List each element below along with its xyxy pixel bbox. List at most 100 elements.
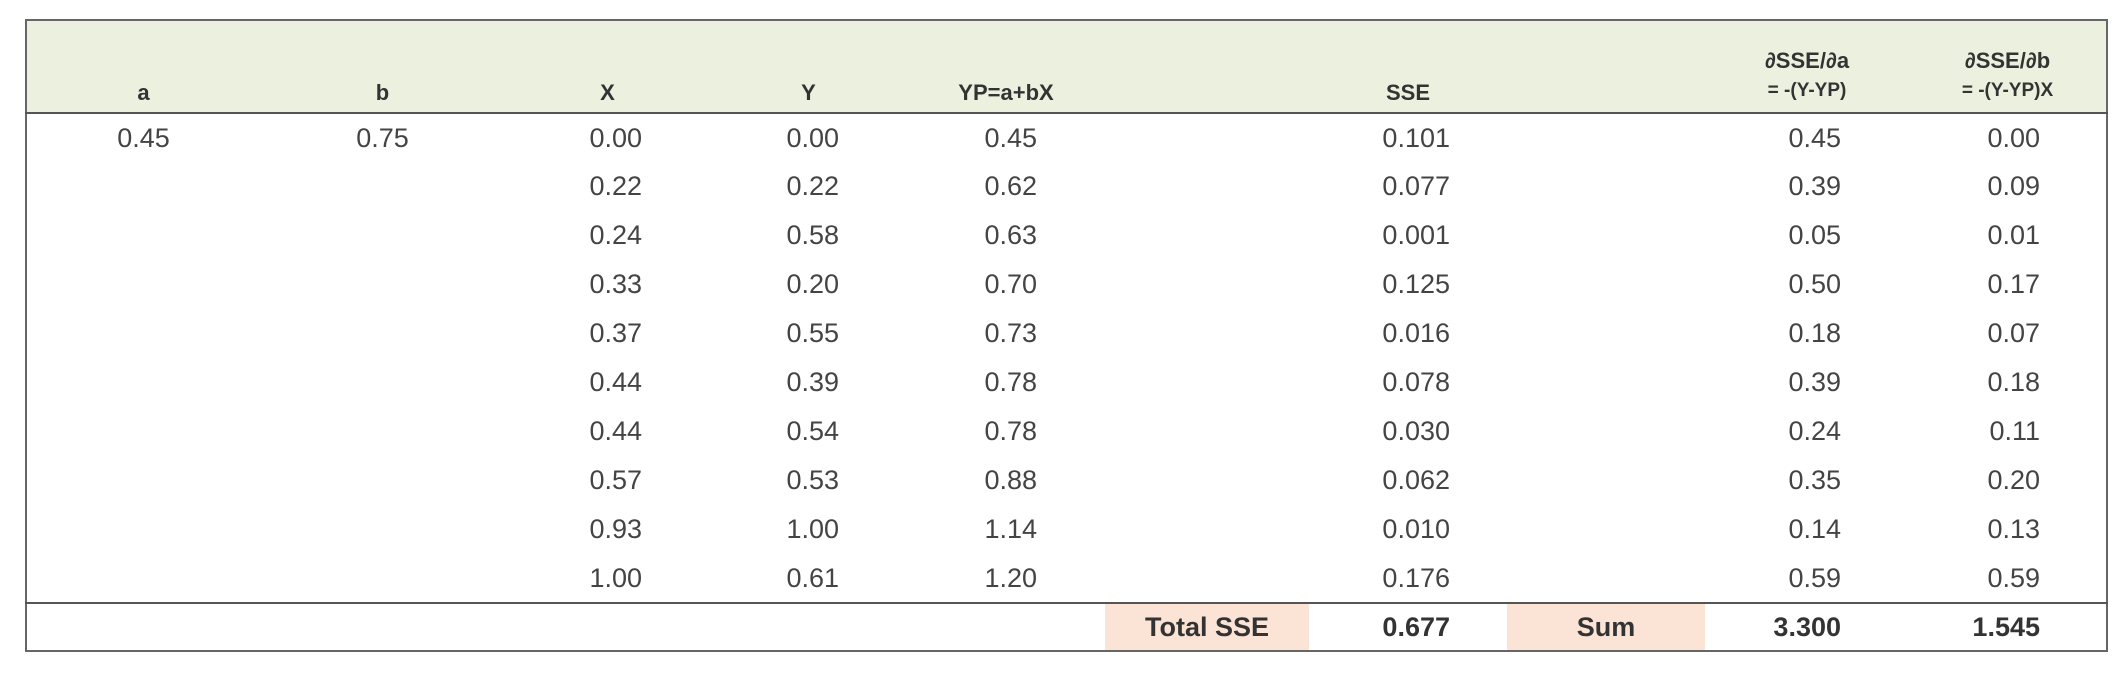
cell: [1105, 407, 1309, 456]
total-label: Sum: [1507, 603, 1705, 651]
cell: 0.030: [1382, 416, 1450, 446]
header-cell: X: [505, 20, 710, 114]
cell: [260, 456, 505, 505]
cell: [1105, 358, 1309, 407]
cell: 0.58: [786, 220, 839, 250]
cell: 0.45: [984, 122, 1037, 153]
data-row: 0.44 0.54 0.78 0.030 0.24 0.11: [26, 407, 2107, 456]
data-row: 0.33 0.20 0.70 0.125 0.50 0.17: [26, 260, 2107, 309]
cell: 0.63: [984, 220, 1037, 250]
cell: [26, 505, 260, 554]
cell: [1105, 162, 1309, 211]
cell: [260, 211, 505, 260]
cell: 0.20: [1987, 465, 2040, 495]
cell: [710, 603, 907, 651]
data-row: 0.44 0.39 0.78 0.078 0.39 0.18: [26, 358, 2107, 407]
data-row: 0.93 1.00 1.14 0.010 0.14 0.13: [26, 505, 2107, 554]
header-cell: ∂SSE/∂b = -(Y-YP)X: [1909, 20, 2107, 114]
cell: 0.45: [1788, 122, 1841, 153]
cell: 0.11: [1989, 416, 2040, 446]
data-row: 0.24 0.58 0.63 0.001 0.05 0.01: [26, 211, 2107, 260]
param-b: 0.75: [356, 122, 409, 153]
cell: [260, 358, 505, 407]
cell: [260, 603, 505, 651]
sheet: a b X Y YP=a+bX SSE ∂SSE/∂a = -(Y-YP) ∂SSE/∂b = -…: [25, 19, 2108, 652]
cell: [1105, 505, 1309, 554]
cell: 0.18: [1788, 318, 1841, 348]
cell: 0.05: [1788, 220, 1841, 250]
cell: 0.078: [1382, 367, 1450, 397]
cell: [1507, 358, 1705, 407]
cell: [1105, 456, 1309, 505]
cell: 0.39: [1788, 367, 1841, 397]
cell: [26, 407, 260, 456]
header-cell: b: [260, 20, 505, 114]
cell: [1105, 211, 1309, 260]
cell: [1507, 260, 1705, 309]
total-row: Total SSE 0.677 Sum 3.300 1.545: [26, 603, 2107, 651]
table-body: 0.45 0.75 0.00 0.00 0.45 0.101 0.45 0.00 0.22 0.2…: [26, 113, 2107, 651]
cell: 0.001: [1382, 220, 1450, 250]
cell: [260, 505, 505, 554]
cell: [26, 260, 260, 309]
cell: [26, 358, 260, 407]
cell: [1507, 162, 1705, 211]
header-line: = -(Y-YP): [1767, 80, 1847, 101]
total-value: 1.545: [1972, 611, 2040, 642]
header-cell: SSE: [1309, 20, 1507, 114]
data-row: 0.37 0.55 0.73 0.016 0.18 0.07: [26, 309, 2107, 358]
cell: 0.53: [786, 465, 839, 495]
cell: 0.125: [1382, 269, 1450, 299]
cell: 0.73: [984, 318, 1037, 348]
cell: 0.00: [786, 122, 839, 153]
cell: 0.22: [589, 171, 642, 201]
cell: 0.59: [1788, 562, 1841, 593]
data-row: 0.57 0.53 0.88 0.062 0.35 0.20: [26, 456, 2107, 505]
header-cell: a: [26, 20, 260, 114]
cell: 0.00: [1987, 122, 2040, 153]
header-line: ∂SSE/∂a: [1764, 48, 1850, 73]
cell: [1507, 505, 1705, 554]
cell: 0.54: [786, 416, 839, 446]
cell: [1105, 113, 1309, 162]
cell: 0.22: [786, 171, 839, 201]
cell: 0.44: [589, 416, 642, 446]
data-row: 1.00 0.61 1.20 0.176 0.59 0.59: [26, 554, 2107, 603]
cell: 0.14: [1788, 514, 1841, 544]
cell: 1.20: [984, 562, 1037, 593]
total-value: 0.677: [1382, 611, 1450, 642]
cell: 0.016: [1382, 318, 1450, 348]
cell: 0.61: [786, 562, 839, 593]
cell: 0.70: [984, 269, 1037, 299]
cell: [1507, 113, 1705, 162]
cell: 0.62: [984, 171, 1037, 201]
cell: [26, 309, 260, 358]
cell: [1507, 554, 1705, 603]
cell: 0.55: [786, 318, 839, 348]
cell: 0.176: [1382, 562, 1450, 593]
header-cell: YP=a+bX: [907, 20, 1105, 114]
cell: 0.24: [589, 220, 642, 250]
cell: [260, 554, 505, 603]
cell: 0.44: [589, 367, 642, 397]
cell: [260, 407, 505, 456]
cell: 0.24: [1788, 416, 1841, 446]
cell: [26, 603, 260, 651]
cell: [260, 162, 505, 211]
cell: 0.20: [786, 269, 839, 299]
cell: [260, 260, 505, 309]
cell: 0.93: [589, 514, 642, 544]
cell: [1105, 260, 1309, 309]
cell: [1105, 309, 1309, 358]
cell: [1507, 211, 1705, 260]
cell: [26, 211, 260, 260]
data-row: 0.45 0.75 0.00 0.00 0.45 0.101 0.45 0.00: [26, 113, 2107, 162]
cell: 0.57: [589, 465, 642, 495]
cell: 0.50: [1788, 269, 1841, 299]
total-label: Total SSE: [1105, 603, 1309, 651]
data-row: 0.22 0.22 0.62 0.077 0.39 0.09: [26, 162, 2107, 211]
header-cell: Y: [710, 20, 907, 114]
cell: 1.14: [984, 514, 1037, 544]
cell: 0.18: [1987, 367, 2040, 397]
header-cell: [1507, 20, 1705, 114]
